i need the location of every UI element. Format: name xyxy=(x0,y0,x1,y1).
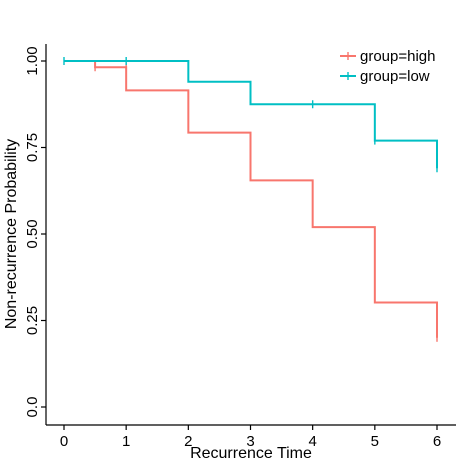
series-layer xyxy=(63,57,438,342)
y-tick-label: 1.00 xyxy=(24,46,41,75)
x-tick-label: 1 xyxy=(122,433,130,450)
legend: group=high group=low xyxy=(340,48,435,85)
y-axis-ticks: 0.0 0.25 0.50 0.75 1.00 xyxy=(24,46,46,417)
survival-curve-group-high xyxy=(64,60,438,338)
x-axis-ticks: 0 1 2 3 4 5 6 xyxy=(60,425,441,450)
y-tick-label: 0.25 xyxy=(24,306,41,335)
y-tick-label: 0.75 xyxy=(24,133,41,162)
y-tick-label: 0.50 xyxy=(24,219,41,248)
series-group-high xyxy=(64,60,438,342)
y-tick-label: 0.0 xyxy=(24,397,41,418)
legend-item-group-low: group=low xyxy=(340,68,430,85)
x-tick-label: 4 xyxy=(308,433,316,450)
x-tick-label: 6 xyxy=(433,433,441,450)
x-tick-label: 3 xyxy=(246,433,254,450)
x-tick-label: 2 xyxy=(184,433,192,450)
y-axis-title: Non-recurrence Probability xyxy=(3,139,20,329)
x-axis-title: Recurrence Time xyxy=(190,445,312,461)
x-tick-label: 5 xyxy=(371,433,379,450)
legend-label: group=high xyxy=(360,48,435,65)
survival-curve-group-low xyxy=(64,60,438,169)
series-group-low xyxy=(63,57,438,173)
x-tick-label: 0 xyxy=(60,433,68,450)
legend-label: group=low xyxy=(360,68,430,85)
legend-item-group-high: group=high xyxy=(340,48,435,65)
